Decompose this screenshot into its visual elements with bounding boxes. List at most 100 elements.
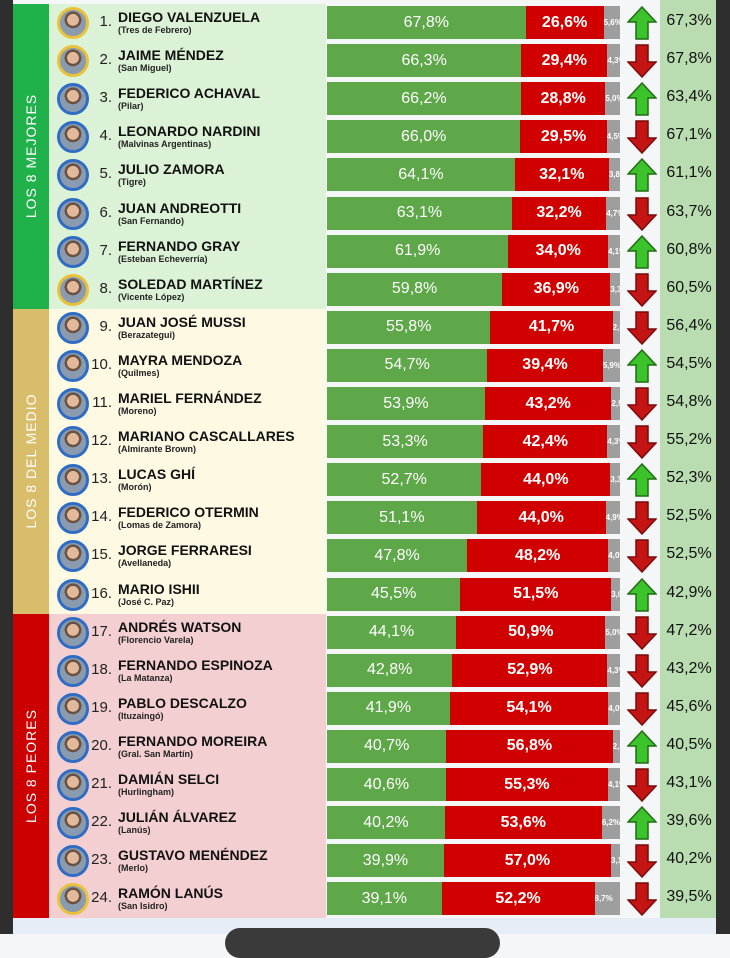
previous-value: 52,5% [666, 507, 712, 525]
city: (Tres de Febrero) [118, 25, 192, 35]
other-segment: 3,3% [610, 463, 620, 497]
positive-segment: 52,7% [327, 463, 482, 497]
previous-value: 39,5% [666, 888, 712, 906]
negative-segment: 28,8% [520, 82, 606, 116]
candidate-name: LEONARDO NARDINI [118, 123, 261, 140]
other-segment: 4,5% [606, 120, 620, 154]
other-segment: 4,3% [607, 425, 620, 459]
approval-bar: 39,9% 57,0% 3,1% [327, 844, 620, 878]
avatar [57, 273, 89, 306]
city: (Almirante Brown) [118, 444, 197, 455]
avatar [57, 807, 89, 840]
candidate-name: PABLO DESCALZO [118, 694, 247, 711]
positive-segment: 41,9% [327, 691, 450, 725]
avatar [57, 197, 89, 230]
avatar [57, 502, 89, 535]
candidate-name: JUAN JOSÉ MUSSI [118, 313, 246, 330]
approval-bar: 55,8% 41,7% 2,5% [327, 310, 620, 344]
rank: 3. [99, 89, 112, 107]
approval-bar: 51,1% 44,0% 4,9% [327, 501, 620, 535]
other-segment: 6,2% [601, 806, 620, 840]
rank: 18. [91, 660, 112, 678]
rank: 17. [91, 622, 112, 640]
avatar [57, 616, 89, 649]
previous-value: 52,3% [666, 469, 712, 487]
previous-value: 47,2% [666, 621, 712, 639]
other-segment: 2,5% [612, 729, 620, 763]
candidate-name: DAMIÁN SELCI [118, 771, 220, 787]
avatar [57, 883, 89, 916]
arrow-up-icon [626, 82, 658, 116]
negative-segment: 36,9% [502, 272, 611, 306]
table-row: 20. FERNANDO MOREIRA (Gral. San Martín) … [0, 728, 716, 766]
table-row: 21. DAMIÁN SELCI (Hurlingham) 40,6% 55,3… [0, 766, 716, 804]
positive-segment: 40,6% [327, 768, 446, 801]
arrow-down-icon [626, 615, 658, 650]
rank: 23. [91, 851, 112, 869]
negative-segment: 52,9% [452, 653, 608, 687]
approval-bar: 44,1% 50,9% 5,0% [327, 615, 620, 649]
rank: 22. [91, 813, 112, 831]
city: (Vicente López) [118, 291, 185, 302]
approval-bar: 66,2% 28,8% 5,0% [327, 82, 620, 116]
group-background [49, 613, 326, 919]
table-row: 14. FEDERICO OTERMIN (Lomas de Zamora) 5… [0, 499, 716, 537]
rank: 11. [92, 394, 112, 411]
approval-bar: 40,2% 53,6% 6,2% [327, 806, 620, 840]
approval-bar: 63,1% 32,2% 4,7% [327, 196, 620, 230]
table-row: 1. DIEGO VALENZUELA (Tres de Febrero) 67… [0, 4, 716, 42]
arrow-down-icon [626, 196, 658, 231]
negative-segment: 29,5% [520, 120, 607, 154]
table-row: 2. JAIME MÉNDEZ (San Miguel) 66,3% 29,4%… [0, 42, 716, 80]
avatar [57, 769, 89, 801]
negative-segment: 32,2% [511, 196, 607, 230]
rank: 2. [99, 51, 112, 69]
group-band: LOS 8 DEL MEDIO [13, 308, 49, 614]
previous-value: 54,5% [666, 354, 712, 372]
negative-segment: 34,0% [508, 234, 608, 268]
arrow-up-icon [626, 463, 658, 497]
negative-segment: 57,0% [443, 844, 611, 878]
avatar [57, 311, 89, 344]
previous-value: 61,1% [666, 164, 712, 182]
approval-bar: 53,3% 42,4% 4,3% [327, 425, 620, 459]
candidate-name: FERNANDO MOREIRA [118, 732, 268, 749]
candidate-name: DIEGO VALENZUELA [118, 9, 261, 25]
positive-segment: 64,1% [327, 158, 515, 192]
negative-segment: 41,7% [490, 310, 613, 344]
arrow-down-icon [626, 44, 658, 79]
other-segment: 4,0% [608, 691, 620, 725]
city: (Lanús) [118, 825, 151, 836]
rank: 8. [99, 279, 112, 297]
other-segment: 4,9% [605, 501, 620, 535]
previous-value: 67,8% [666, 50, 712, 68]
table-row: 13. LUCAS GHÍ (Morón) 52,7% 44,0% 3,3% 5… [0, 461, 716, 499]
negative-segment: 55,3% [445, 768, 608, 801]
previous-value: 43,1% [666, 774, 712, 791]
other-segment: 3,1% [610, 844, 620, 878]
other-segment: 3,0% [611, 577, 620, 611]
city: (Avellaneda) [118, 558, 172, 569]
positive-segment: 45,5% [327, 577, 461, 611]
avatar [57, 845, 89, 878]
approval-bar: 45,5% 51,5% 3,0% [327, 577, 620, 611]
group-band: LOS 8 PEORES [13, 613, 49, 919]
arrow-down-icon [626, 768, 658, 803]
candidate-name: MARIO ISHII [118, 580, 200, 597]
approval-bar: 41,9% 54,1% 4,0% [327, 691, 620, 725]
table-row: 18. FERNANDO ESPINOZA (La Matanza) 42,8%… [0, 652, 716, 690]
group-background [49, 4, 326, 309]
arrow-up-icon [626, 234, 658, 269]
negative-segment: 53,6% [444, 806, 602, 840]
positive-segment: 42,8% [327, 653, 453, 687]
positive-segment: 53,3% [327, 425, 484, 459]
positive-segment: 54,7% [327, 348, 488, 382]
arrow-up-icon [626, 5, 658, 40]
approval-bar: 67,8% 26,6% 5,6% [327, 6, 620, 39]
arrow-down-icon [626, 653, 658, 688]
previous-value: 67,3% [666, 12, 712, 29]
avatar [57, 235, 89, 268]
other-segment: 5,0% [605, 615, 620, 649]
avatar [57, 45, 89, 78]
candidate-name: MARIEL FERNÁNDEZ [118, 390, 262, 406]
